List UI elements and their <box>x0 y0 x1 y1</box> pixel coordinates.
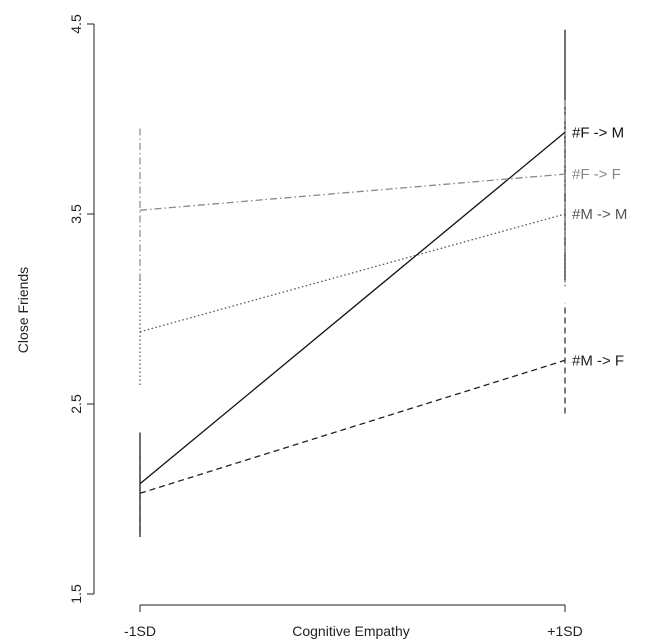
x-axis-title: Cognitive Empathy <box>292 623 410 639</box>
series-label: #M -> M <box>572 206 627 223</box>
y-tick-label: 1.5 <box>68 584 84 604</box>
series-line <box>139 359 566 494</box>
error-bars <box>139 29 566 537</box>
x-tick-label: +1SD <box>547 623 582 639</box>
y-axis-title: Close Friends <box>15 267 31 353</box>
y-tick-label: 4.5 <box>68 14 84 34</box>
y-tick-label: 2.5 <box>68 394 84 414</box>
series-label: #M -> F <box>572 352 624 369</box>
series-label: #F -> M <box>572 124 624 141</box>
series-line <box>139 213 566 333</box>
x-tick-label: -1SD <box>124 623 156 639</box>
series-labels: #F -> M #F -> F #M -> M #M -> F <box>572 124 627 369</box>
series-lines <box>139 131 566 494</box>
series-line <box>139 131 566 485</box>
series-label: #F -> F <box>572 166 621 183</box>
series-line <box>139 173 566 211</box>
y-tick-label: 3.5 <box>68 204 84 224</box>
axes: 1.5 2.5 3.5 4.5 -1SD +1SD <box>68 14 583 639</box>
